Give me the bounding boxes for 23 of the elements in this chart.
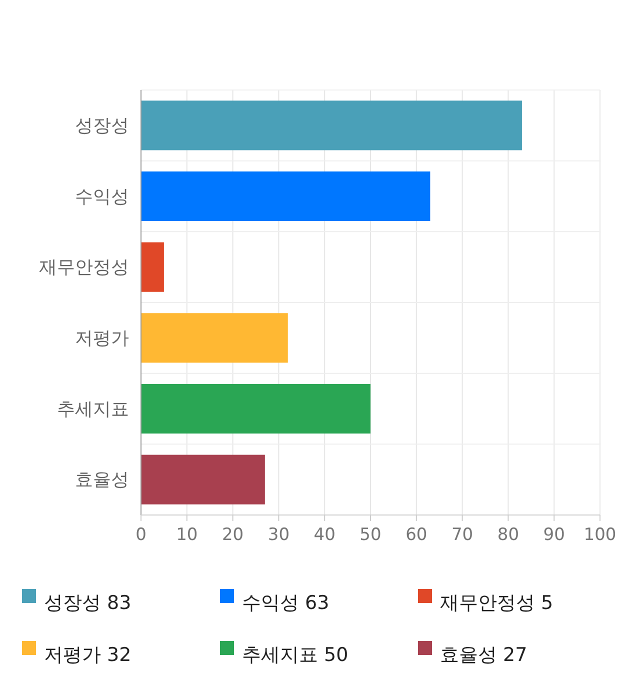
x-tick-label: 10 [176, 525, 198, 545]
x-tick-label: 0 [136, 525, 146, 545]
x-tick-label: 60 [406, 525, 428, 545]
y-tick-label: 재무안정성 [39, 257, 129, 278]
y-tick-label: 저평가 [75, 328, 129, 349]
x-tick-label: 30 [268, 525, 290, 545]
legend-label: 수익성 63 [242, 592, 330, 614]
y-tick-label: 성장성 [75, 115, 129, 136]
x-tick-label: 80 [497, 525, 520, 545]
x-tick-label: 100 [584, 525, 616, 545]
legend-label: 저평가 32 [44, 644, 132, 666]
x-tick-label: 40 [314, 525, 336, 545]
legend-label: 성장성 83 [44, 592, 132, 614]
x-tick-label: 20 [222, 525, 244, 545]
y-tick-label: 추세지표 [57, 398, 129, 420]
x-tick-label: 90 [543, 525, 565, 545]
y-tick-label: 수익성 [75, 186, 129, 208]
x-tick-label: 50 [360, 525, 382, 545]
x-tick-label: 70 [451, 525, 474, 545]
legend-label: 효율성 27 [440, 644, 528, 666]
legend-label: 추세지표 50 [242, 644, 348, 666]
y-tick-label: 효율성 [75, 470, 129, 491]
legend-label: 재무안정성 5 [440, 592, 554, 614]
